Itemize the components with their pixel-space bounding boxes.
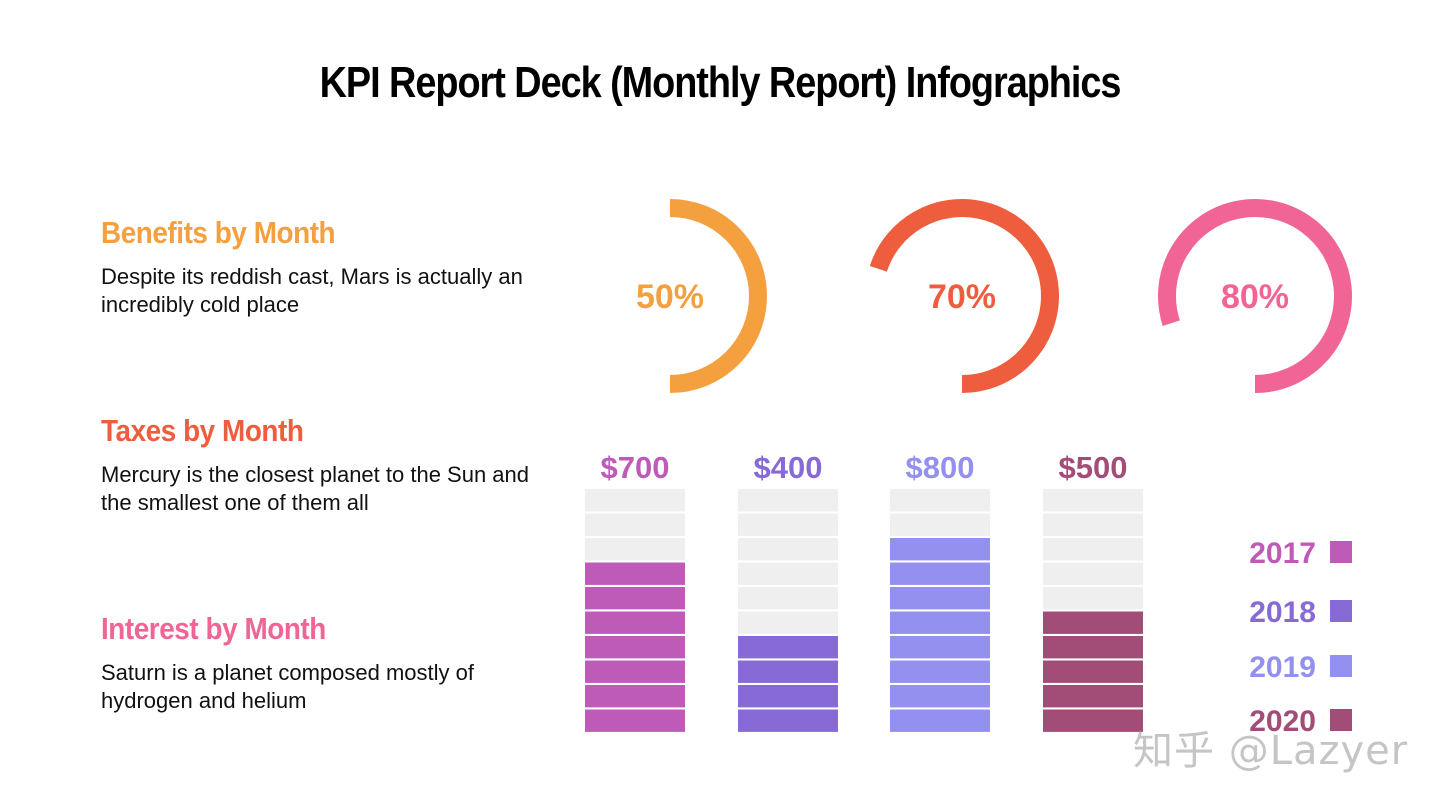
bar-0-segment-filled	[585, 587, 685, 610]
bar-1-segment-empty	[738, 513, 838, 536]
gauge-label-50%: 50%	[636, 278, 704, 316]
bar-2-segment-filled	[890, 562, 990, 585]
legend-label-2018: 2018	[1249, 596, 1316, 629]
bar-3-segment-filled	[1043, 611, 1143, 634]
bar-3-segment-empty	[1043, 587, 1143, 610]
watermark: 知乎 @Lazyer	[1133, 728, 1409, 774]
bar-1-segment-filled	[738, 685, 838, 708]
page-title: KPI Report Deck (Monthly Report) Infogra…	[319, 58, 1122, 107]
bar-1-segment-filled	[738, 660, 838, 683]
bar-1-segment-empty	[738, 587, 838, 610]
bar-0-segment-filled	[585, 660, 685, 683]
bar-3-segment-filled	[1043, 709, 1143, 732]
bar-1-segment-empty	[738, 538, 838, 561]
gauge-arc-80%	[1158, 199, 1352, 393]
bar-0-segment-empty	[585, 489, 685, 512]
bar-3-segment-empty	[1043, 538, 1143, 561]
bar-2-segment-filled	[890, 538, 990, 561]
bar-3-segment-empty	[1043, 513, 1143, 536]
section-text-interest: Saturn is a planet composed mostly of hy…	[101, 660, 474, 713]
gauge-label-80%: 80%	[1221, 278, 1289, 316]
legend-swatch-2018	[1330, 600, 1352, 622]
bar-3-segment-filled	[1043, 685, 1143, 708]
gauge-arc-50%	[669, 199, 767, 393]
bar-1-segment-empty	[738, 562, 838, 585]
bar-0-segment-filled	[585, 562, 685, 585]
bar-2-segment-empty	[890, 513, 990, 536]
bar-3-segment-empty	[1043, 489, 1143, 512]
bar-2-segment-empty	[890, 489, 990, 512]
bar-2-segment-filled	[890, 636, 990, 659]
bar-value-label-0: $700	[601, 450, 670, 485]
bar-2-segment-filled	[890, 685, 990, 708]
legend-swatch-2017	[1330, 541, 1352, 563]
section-benefits: Benefits by Month Despite its reddish ca…	[101, 215, 531, 319]
bar-2-segment-filled	[890, 709, 990, 732]
gauge-label-70%: 70%	[928, 278, 996, 316]
legend-swatch-2020	[1330, 709, 1352, 731]
bar-0-segment-filled	[585, 611, 685, 634]
bar-0-segment-filled	[585, 709, 685, 732]
bar-2-segment-filled	[890, 587, 990, 610]
bar-0-segment-filled	[585, 685, 685, 708]
legend-swatch-2019	[1330, 655, 1352, 677]
bar-1-segment-filled	[738, 709, 838, 732]
bar-value-label-3: $500	[1059, 450, 1128, 485]
legend-label-2019: 2019	[1249, 651, 1316, 684]
section-interest: Interest by Month Saturn is a planet com…	[101, 611, 531, 715]
bar-3-segment-filled	[1043, 636, 1143, 659]
gauge-arc-70%	[869, 199, 1059, 393]
section-heading-benefits: Benefits by Month	[101, 215, 336, 250]
section-text-taxes: Mercury is the closest planet to the Sun…	[101, 462, 530, 515]
bar-3-segment-filled	[1043, 660, 1143, 683]
legend-label-2017: 2017	[1249, 537, 1316, 570]
legend-label-2020: 2020	[1249, 705, 1316, 738]
section-heading-taxes: Taxes by Month	[101, 413, 304, 448]
bar-1-segment-empty	[738, 611, 838, 634]
bar-2-segment-filled	[890, 660, 990, 683]
bar-value-label-2: $800	[906, 450, 975, 485]
section-text-benefits: Despite its reddish cast, Mars is actual…	[101, 264, 523, 317]
bar-0-segment-empty	[585, 513, 685, 536]
section-taxes: Taxes by Month Mercury is the closest pl…	[101, 413, 531, 517]
bar-1-segment-empty	[738, 489, 838, 512]
bar-2-segment-filled	[890, 611, 990, 634]
bar-1-segment-filled	[738, 636, 838, 659]
bar-3-segment-empty	[1043, 562, 1143, 585]
bar-0-segment-filled	[585, 636, 685, 659]
section-heading-interest: Interest by Month	[101, 611, 326, 646]
bar-value-label-1: $400	[754, 450, 823, 485]
bar-0-segment-empty	[585, 538, 685, 561]
